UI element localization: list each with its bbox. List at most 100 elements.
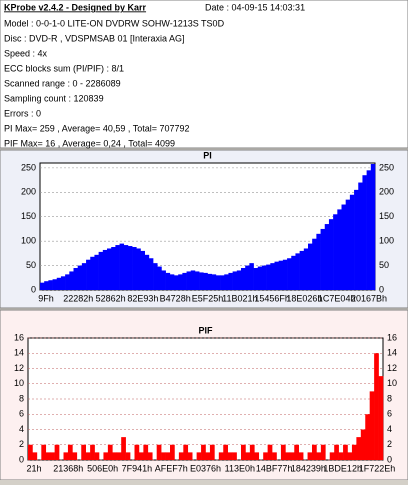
bar	[291, 255, 296, 290]
bar	[186, 271, 192, 290]
bar	[190, 270, 196, 290]
x-tick-label: 18E026h	[286, 293, 322, 303]
bar	[278, 260, 284, 290]
bar	[73, 268, 78, 290]
y-tick-label: 8	[19, 393, 24, 403]
bar	[245, 452, 251, 460]
bar	[132, 247, 137, 290]
bar	[203, 272, 208, 290]
bar	[241, 444, 246, 460]
bar	[107, 248, 112, 290]
bar	[50, 452, 55, 460]
bar	[298, 452, 304, 460]
bar	[360, 429, 366, 460]
bar	[60, 276, 66, 290]
info-lines: Model : 0-0-1-0 LITE-ON DVDRW SOHW-1213S…	[4, 18, 225, 148]
bar	[337, 209, 342, 290]
x-tick-label: 22282h	[63, 293, 93, 303]
x-tick-label: 113E0h	[225, 463, 255, 473]
bar	[274, 261, 279, 290]
y-tick-label: 14	[14, 348, 24, 358]
bar	[40, 282, 45, 290]
x-tick-label: 1C7E04h	[318, 293, 356, 303]
x-tick-label: 1BDE12h	[323, 463, 362, 473]
bar	[218, 452, 224, 460]
bar	[140, 250, 145, 290]
y2-tick-label: 8	[387, 393, 392, 403]
bar	[263, 452, 268, 460]
y2-tick-label: 6	[387, 409, 392, 419]
x-tick-label: 15456Fh	[254, 293, 290, 303]
x-tick-label: 1F722Eh	[359, 463, 396, 473]
x-tick-label: AFEF7h	[155, 463, 188, 473]
bar	[44, 281, 49, 290]
bar	[354, 189, 359, 290]
bar	[378, 376, 384, 460]
bar	[165, 272, 171, 290]
bar	[289, 452, 295, 460]
bar	[32, 452, 38, 460]
bar	[147, 452, 153, 460]
bar	[111, 247, 116, 290]
bar	[161, 270, 166, 290]
bar	[199, 272, 204, 290]
bar	[85, 452, 91, 460]
bar	[223, 444, 228, 460]
bar	[266, 264, 271, 290]
x-tick-label: 20167Bh	[351, 293, 387, 303]
x-tick-label: 21h	[26, 463, 41, 473]
info-line: Model : 0-0-1-0 LITE-ON DVDRW SOHW-1213S…	[4, 18, 225, 28]
bar	[227, 452, 233, 460]
bar	[143, 444, 149, 460]
y-tick-label: 12	[14, 363, 24, 373]
bar	[320, 228, 326, 290]
bar	[125, 452, 131, 460]
bar	[316, 452, 322, 460]
bar	[178, 274, 183, 290]
bar	[249, 444, 255, 460]
bar	[187, 452, 193, 460]
bar	[81, 444, 86, 460]
bar	[272, 452, 277, 460]
y2-tick-label: 100	[379, 236, 394, 246]
bar	[54, 444, 60, 460]
bar	[253, 268, 259, 290]
y-tick-label: 0	[31, 284, 36, 294]
y2-tick-label: 200	[379, 187, 394, 197]
y-tick-label: 2	[19, 439, 24, 449]
info-line: Sampling count : 120839	[4, 93, 104, 103]
bar	[287, 258, 292, 290]
bar	[236, 270, 242, 290]
y2-tick-label: 16	[387, 332, 397, 342]
x-tick-label: 14BF77h	[256, 463, 293, 473]
bar	[94, 254, 99, 290]
y-tick-label: 150	[21, 211, 36, 221]
bar	[282, 259, 288, 290]
y-tick-label: 200	[21, 187, 36, 197]
bar	[312, 238, 317, 290]
date: Date : 04-09-15 14:03:31	[205, 2, 305, 12]
x-tick-label: B4728h	[160, 293, 191, 303]
bar	[157, 266, 162, 290]
bar	[77, 265, 83, 290]
bar	[241, 268, 246, 290]
info-panel	[0, 0, 408, 149]
y2-tick-label: 150	[379, 211, 394, 221]
bar	[90, 256, 95, 290]
bar	[205, 452, 211, 460]
y2-tick-label: 0	[379, 284, 384, 294]
bar	[351, 444, 357, 460]
bar	[349, 194, 355, 290]
bar	[261, 265, 267, 290]
bar	[90, 444, 95, 460]
info-line: ECC blocks sum (PI/PIF) : 8/1	[4, 63, 124, 73]
bar	[215, 275, 221, 290]
bar	[366, 170, 372, 290]
y2-tick-label: 4	[387, 424, 392, 434]
app-title: KProbe v2.4.2 - Designed by Karr	[4, 2, 147, 12]
x-tick-label: 82E93h	[127, 293, 158, 303]
bar	[358, 182, 363, 290]
bar	[369, 391, 375, 460]
bar	[209, 444, 215, 460]
bar	[308, 243, 313, 290]
